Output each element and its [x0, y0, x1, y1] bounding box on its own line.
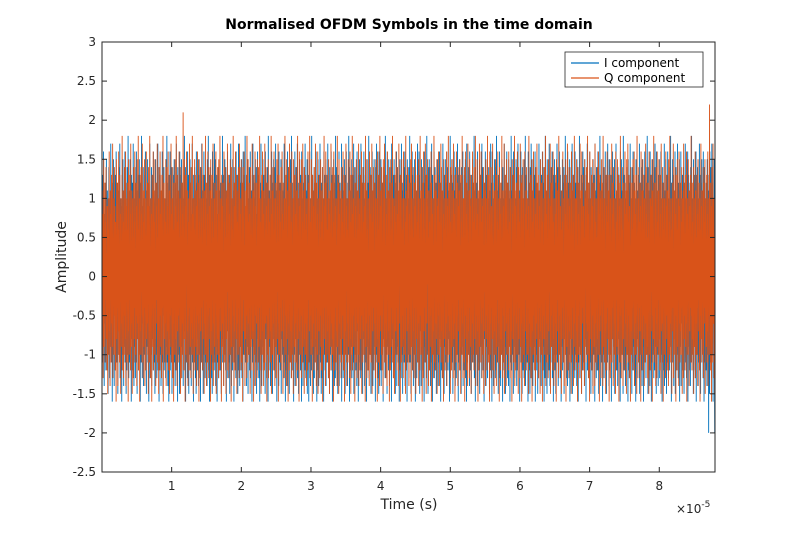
- x-tick-label: 4: [377, 479, 385, 493]
- x-axis-ticks: 1 2 3 4 5 6 7 8: [168, 42, 663, 493]
- series-line-q-component: [101, 104, 716, 402]
- y-tick-label: 2.5: [77, 74, 96, 88]
- x-tick-label: 7: [586, 479, 594, 493]
- x-tick-label: 5: [446, 479, 454, 493]
- x-axis-label: Time (s): [380, 497, 438, 513]
- x-tick-label: 1: [168, 479, 176, 493]
- legend-label-q: Q component: [604, 71, 685, 85]
- chart-title: Normalised OFDM Symbols in the time doma…: [225, 17, 593, 33]
- x-tick-label: 6: [516, 479, 524, 493]
- legend-label-i: I component: [604, 56, 680, 70]
- axes-box: [101, 41, 716, 473]
- y-tick-label: -1.5: [73, 387, 96, 401]
- series-layer: [101, 104, 716, 433]
- x-tick-label: 8: [655, 479, 663, 493]
- y-tick-label: -2.5: [73, 465, 96, 479]
- y-tick-label: -0.5: [73, 309, 96, 323]
- y-tick-label: 2: [88, 113, 96, 127]
- y-tick-label: -1: [84, 348, 96, 362]
- legend-box: [564, 51, 704, 88]
- y-tick-label: 1.5: [77, 152, 96, 166]
- x-tick-label: 2: [237, 479, 245, 493]
- x-tick-label: 3: [307, 479, 315, 493]
- x-axis-exponent: -5: [701, 500, 710, 510]
- legend: I component Q component: [564, 51, 704, 88]
- y-tick-label: 3: [88, 35, 96, 49]
- y-tick-label: -2: [84, 426, 96, 440]
- y-tick-label: 1: [88, 191, 96, 205]
- x-axis-multiplier: ×10: [676, 502, 701, 516]
- y-axis-ticks: 3 2.5 2 1.5 1 0.5 0 -0.5 -1 -1.5 -2 -2.5: [73, 35, 715, 479]
- x-axis-exponent-label: ×10-5: [676, 500, 710, 516]
- y-axis-label: Amplitude: [54, 221, 70, 293]
- y-tick-label: 0: [88, 270, 96, 284]
- y-tick-label: 0.5: [77, 230, 96, 244]
